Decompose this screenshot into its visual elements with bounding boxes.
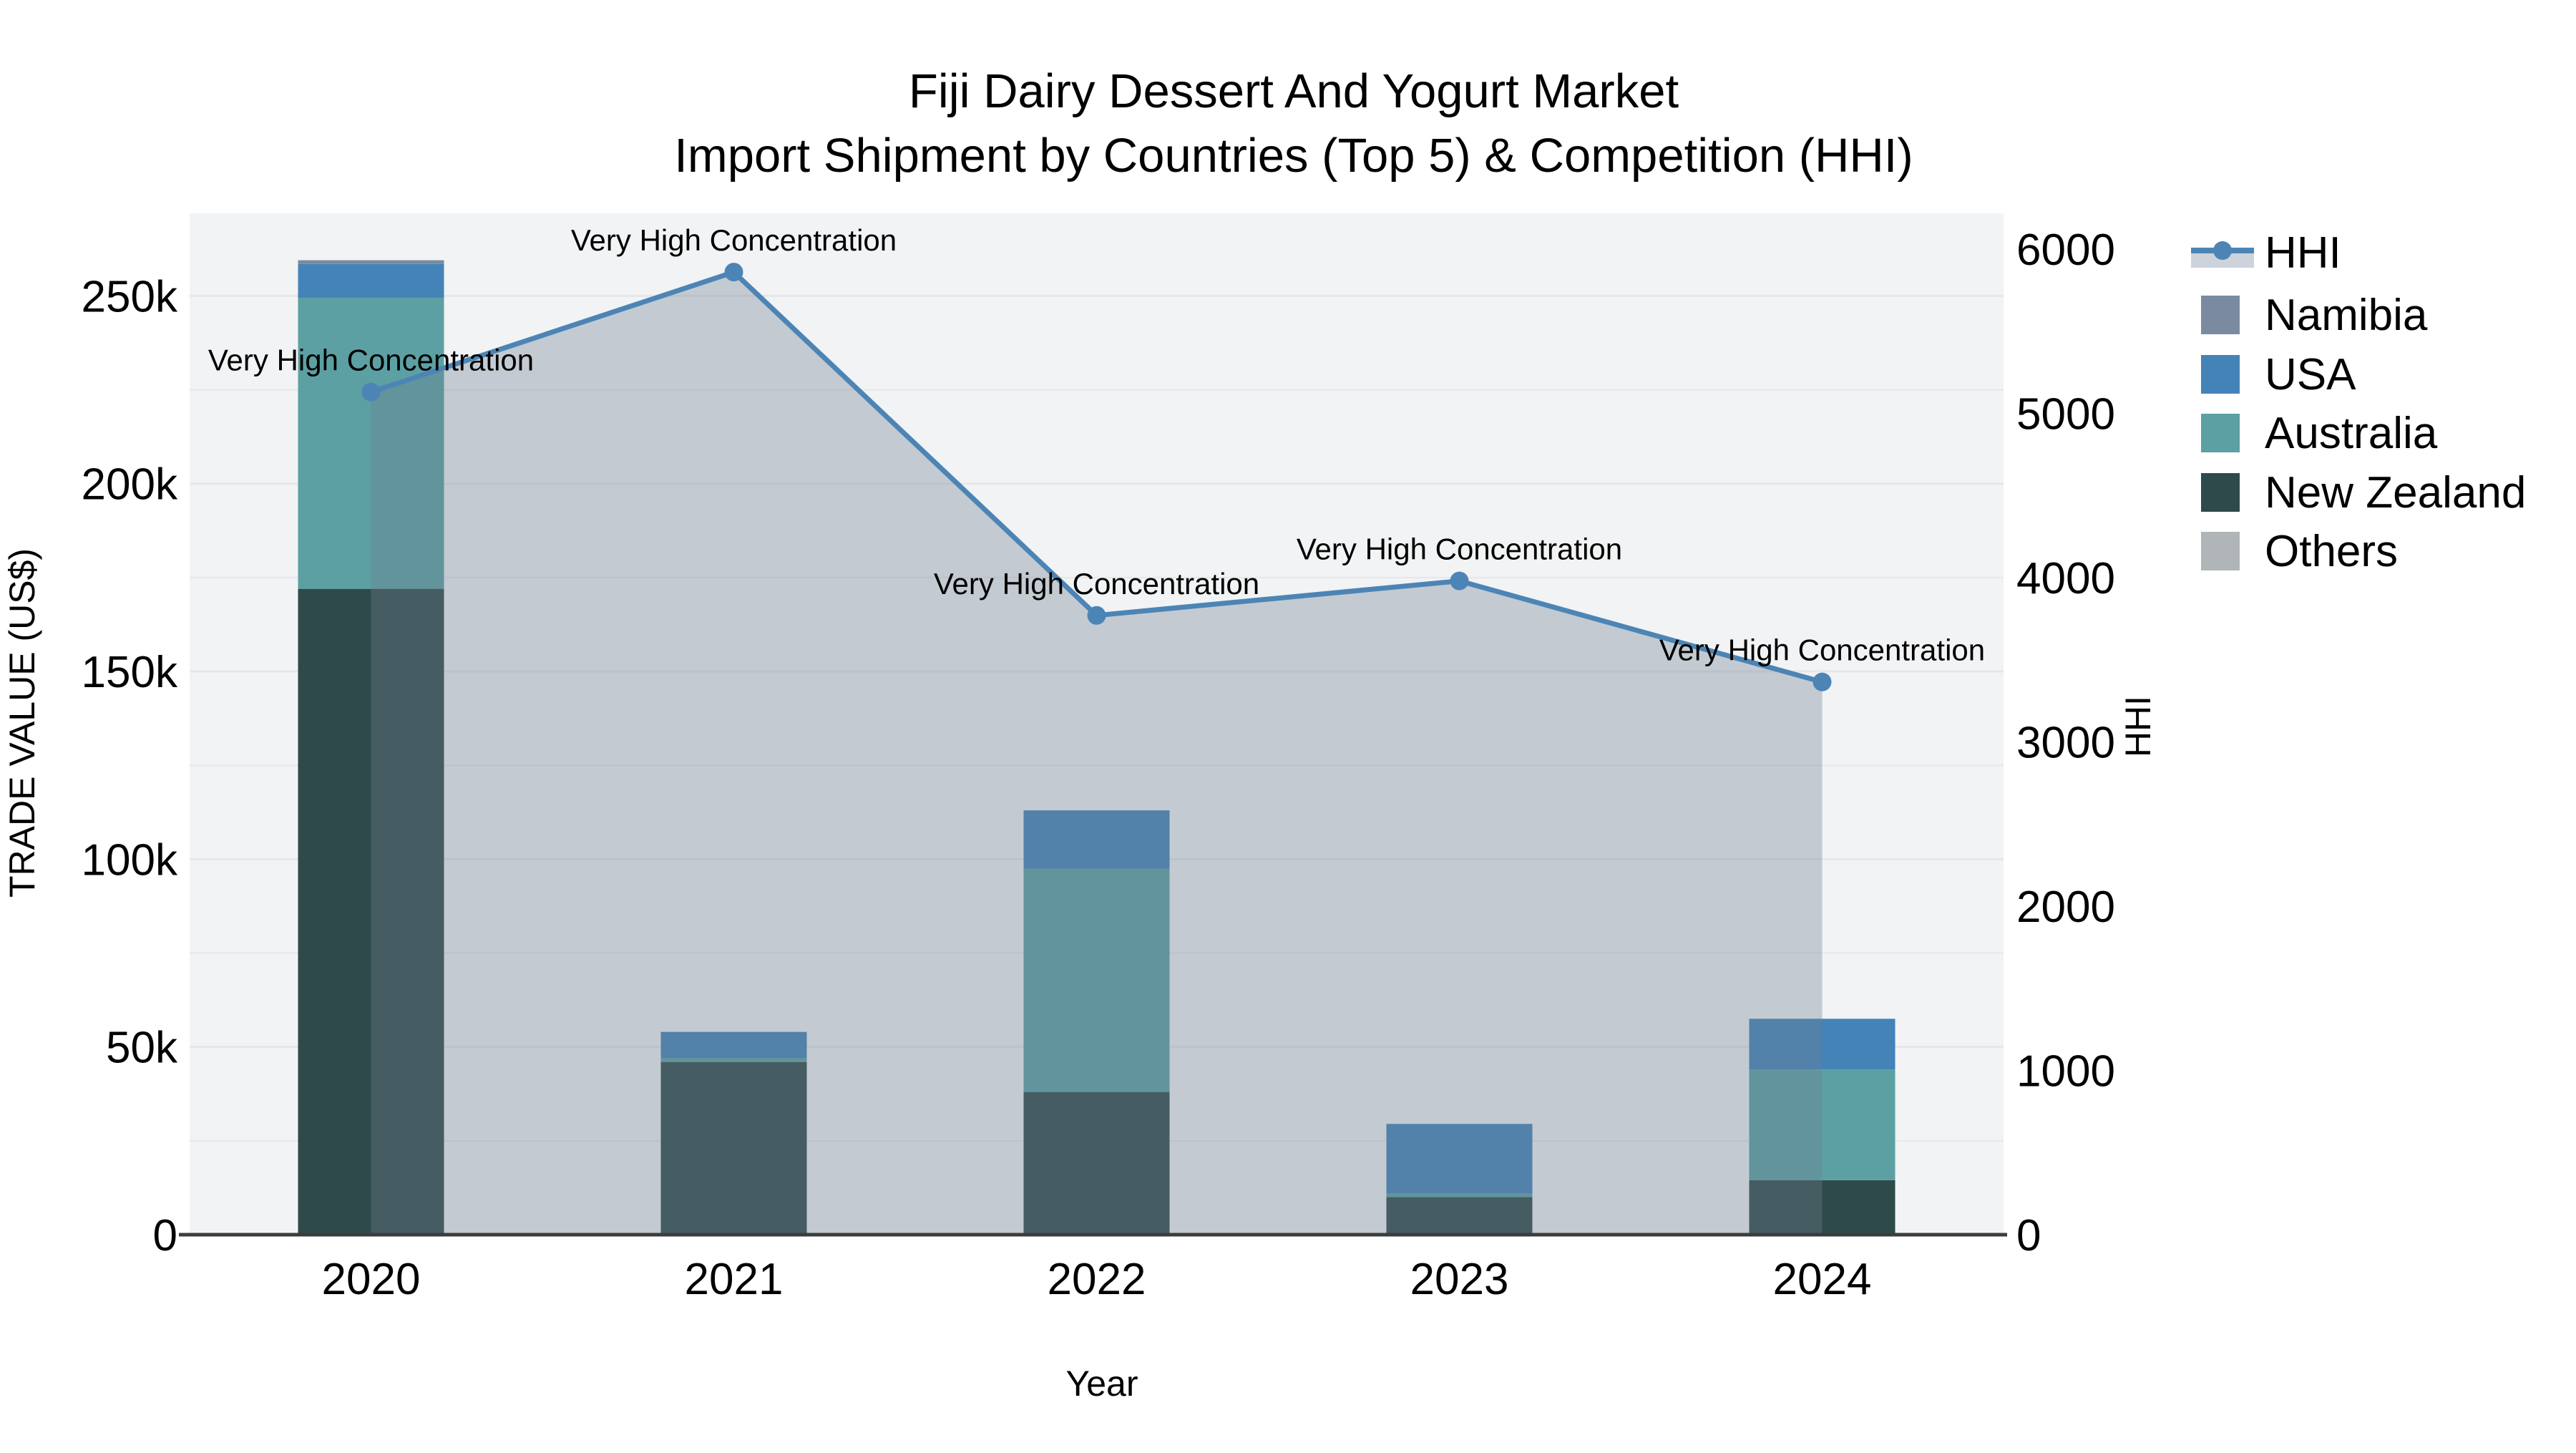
y-right-tick-6000: 6000 bbox=[2016, 225, 2115, 275]
bar-segment-usa-2020[interactable] bbox=[298, 263, 444, 298]
hhi-area-fill bbox=[371, 272, 1823, 1235]
y-right-axis-title: HHI bbox=[2118, 696, 2158, 757]
bar-segment-usa-2023[interactable] bbox=[1386, 1124, 1533, 1194]
legend-item-namibia[interactable]: Namibia bbox=[2201, 291, 2428, 340]
bar-segment-new-zealand-2022[interactable] bbox=[1023, 1092, 1170, 1235]
bar-segment-australia-2022[interactable] bbox=[1023, 868, 1170, 1092]
y-left-tick-200k: 200k bbox=[82, 460, 178, 510]
bar-segment-usa-2024[interactable] bbox=[1749, 1019, 1896, 1070]
legend-label: Others bbox=[2265, 527, 2398, 576]
hhi-marker-2024[interactable] bbox=[1813, 672, 1832, 691]
y-left-tick-50k: 50k bbox=[106, 1024, 178, 1073]
hhi-annotation-2024: Very High Concentration bbox=[1659, 633, 1985, 667]
bar-segment-australia-2024[interactable] bbox=[1749, 1069, 1896, 1180]
bar-segment-new-zealand-2024[interactable] bbox=[1749, 1180, 1896, 1235]
bar-segment-new-zealand-2023[interactable] bbox=[1386, 1197, 1533, 1235]
bar-segment-new-zealand-2021[interactable] bbox=[660, 1061, 807, 1235]
legend-label: Australia bbox=[2265, 409, 2438, 458]
bar-segment-usa-2022[interactable] bbox=[1023, 810, 1170, 869]
legend-item-new-zealand[interactable]: New Zealand bbox=[2201, 468, 2526, 517]
legend-item-usa[interactable]: USA bbox=[2201, 350, 2356, 399]
hhi-annotation-2022: Very High Concentration bbox=[934, 567, 1259, 601]
y-left-tick-150k: 150k bbox=[82, 648, 178, 697]
legend-label: Namibia bbox=[2265, 291, 2428, 340]
hhi-annotation-2020: Very High Concentration bbox=[208, 344, 534, 377]
bar-segment-australia-2023[interactable] bbox=[1386, 1193, 1533, 1197]
y-right-tick-4000: 4000 bbox=[2016, 554, 2115, 603]
legend-swatch bbox=[2201, 414, 2240, 452]
legend-item-others[interactable]: Others bbox=[2201, 527, 2398, 576]
bar-segment-australia-2021[interactable] bbox=[660, 1058, 807, 1062]
y-left-tick-100k: 100k bbox=[82, 835, 178, 885]
y-right-tick-5000: 5000 bbox=[2016, 390, 2115, 439]
chart-title-line2: Import Shipment by Countries (Top 5) & C… bbox=[674, 129, 1913, 183]
legend-item-hhi[interactable]: HHI bbox=[2191, 228, 2341, 278]
hhi-marker-2020[interactable] bbox=[361, 382, 381, 402]
legend-item-australia[interactable]: Australia bbox=[2201, 409, 2438, 458]
legend-hhi-marker bbox=[2213, 241, 2232, 260]
x-tick-2022: 2022 bbox=[1048, 1255, 1146, 1304]
hhi-marker-2022[interactable] bbox=[1087, 606, 1106, 625]
bar-segment-australia-2020[interactable] bbox=[298, 298, 444, 589]
x-tick-2020: 2020 bbox=[322, 1255, 421, 1304]
legend-swatch bbox=[2201, 532, 2240, 570]
x-axis-title: Year bbox=[1065, 1364, 1138, 1404]
y-right-tick-1000: 1000 bbox=[2016, 1047, 2115, 1097]
x-tick-2024: 2024 bbox=[1773, 1255, 1872, 1304]
y-left-tick-250k: 250k bbox=[82, 272, 178, 321]
legend-label: New Zealand bbox=[2265, 468, 2526, 517]
hhi-annotation-2023: Very High Concentration bbox=[1297, 533, 1622, 566]
hhi-marker-2021[interactable] bbox=[724, 263, 743, 282]
x-tick-2023: 2023 bbox=[1410, 1255, 1509, 1304]
legend-swatch bbox=[2201, 296, 2240, 334]
hhi-annotation-2021: Very High Concentration bbox=[571, 223, 897, 257]
bar-segment-usa-2021[interactable] bbox=[660, 1031, 807, 1059]
y-right-tick-3000: 3000 bbox=[2016, 719, 2115, 768]
x-tick-2021: 2021 bbox=[685, 1255, 784, 1304]
legend-swatch bbox=[2201, 355, 2240, 394]
legend-swatch bbox=[2201, 473, 2240, 512]
chart-title-line1: Fiji Dairy Dessert And Yogurt Market bbox=[909, 64, 1679, 118]
legend-label: HHI bbox=[2265, 228, 2341, 278]
bar-segment-namibia-2020[interactable] bbox=[298, 260, 444, 264]
y-right-tick-2000: 2000 bbox=[2016, 883, 2115, 932]
legend-label: USA bbox=[2265, 350, 2356, 399]
y-left-tick-0: 0 bbox=[153, 1211, 177, 1260]
y-right-tick-0: 0 bbox=[2016, 1211, 2041, 1260]
y-left-axis-title: TRADE VALUE (US$) bbox=[2, 548, 42, 898]
bar-segment-new-zealand-2020[interactable] bbox=[298, 588, 444, 1235]
hhi-marker-2023[interactable] bbox=[1450, 571, 1469, 591]
